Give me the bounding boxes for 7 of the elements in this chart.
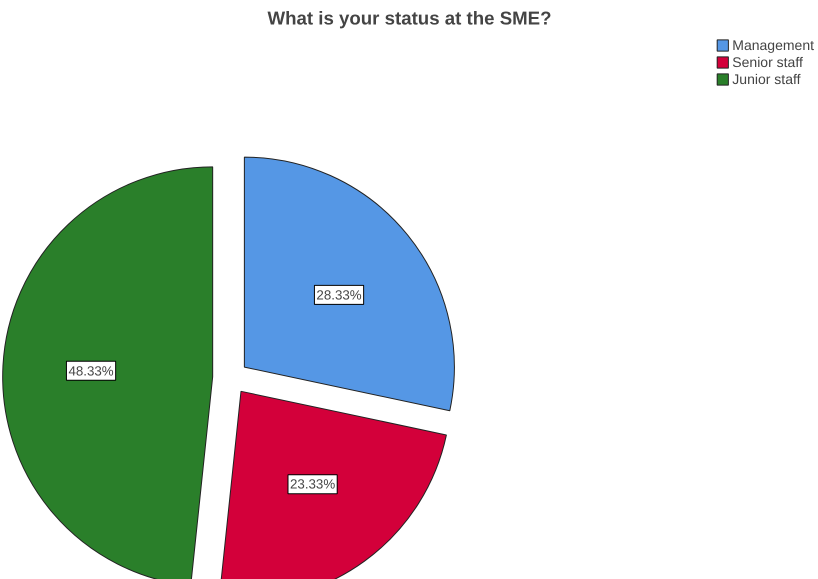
legend-label: Management [732,37,814,53]
data-label: 23.33% [290,476,336,492]
legend-label: Junior staff [732,71,801,87]
legend-label: Senior staff [732,54,803,70]
data-label: 28.33% [316,287,362,302]
chart-title: What is your status at the SME? [267,8,552,28]
data-label: 48.33% [68,363,114,378]
